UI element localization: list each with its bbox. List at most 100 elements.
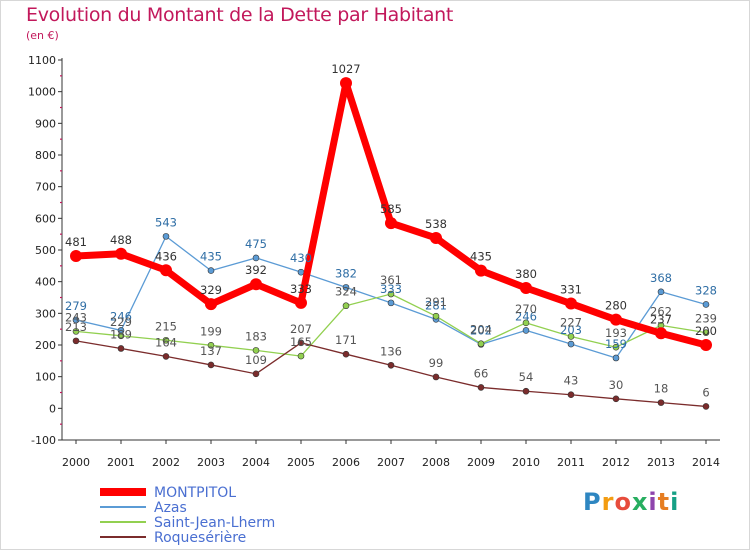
data-label: 488 bbox=[110, 233, 132, 247]
y-tick-label: 1000 bbox=[28, 86, 56, 99]
data-label: 136 bbox=[380, 344, 402, 358]
data-point bbox=[567, 391, 575, 399]
legend-label: Saint-Jean-Lherm bbox=[154, 515, 275, 531]
data-label: 382 bbox=[335, 266, 357, 280]
legend-label: MONTPITOL bbox=[154, 485, 236, 501]
data-point bbox=[70, 250, 82, 263]
data-point bbox=[702, 403, 710, 410]
data-label: 204 bbox=[470, 323, 492, 337]
data-point bbox=[72, 328, 80, 335]
data-label: 333 bbox=[290, 282, 312, 296]
logo-letter: r bbox=[601, 488, 615, 516]
data-label: 324 bbox=[335, 285, 357, 299]
data-label: 18 bbox=[654, 382, 669, 396]
data-label: 280 bbox=[605, 299, 627, 313]
data-point bbox=[252, 370, 260, 378]
x-tick-label: 2013 bbox=[647, 456, 675, 469]
y-tick-label: 400 bbox=[35, 276, 56, 289]
proxiti-logo: Proxiti bbox=[583, 488, 679, 516]
data-point bbox=[702, 329, 710, 336]
data-label: 281 bbox=[425, 298, 447, 312]
data-point bbox=[295, 296, 307, 309]
data-point bbox=[702, 301, 710, 308]
y-tick-label: 1100 bbox=[28, 54, 56, 67]
data-point bbox=[387, 299, 395, 307]
data-label: 333 bbox=[380, 282, 402, 296]
y-tick-label: 800 bbox=[35, 149, 56, 162]
data-point bbox=[342, 350, 350, 358]
data-point bbox=[342, 302, 350, 310]
data-label: 207 bbox=[290, 322, 312, 336]
data-label: 202 bbox=[470, 323, 492, 337]
data-label: 1027 bbox=[331, 62, 360, 76]
logo-letter: i bbox=[648, 488, 658, 516]
y-tick-label: 0 bbox=[49, 402, 56, 415]
y-tick-label: 600 bbox=[35, 212, 56, 225]
x-tick-label: 2009 bbox=[467, 456, 495, 469]
data-point bbox=[612, 343, 620, 351]
data-label: 392 bbox=[245, 263, 267, 277]
data-point bbox=[477, 340, 485, 348]
data-point bbox=[657, 288, 665, 296]
data-point bbox=[477, 384, 485, 391]
data-point bbox=[387, 290, 395, 298]
data-label: 430 bbox=[290, 251, 312, 265]
data-label: 368 bbox=[650, 271, 672, 285]
data-point bbox=[162, 336, 170, 344]
x-tick-label: 2006 bbox=[332, 456, 360, 469]
x-tick-label: 2007 bbox=[377, 456, 405, 469]
chart-title: Evolution du Montant de la Dette par Hab… bbox=[26, 4, 454, 26]
x-tick-label: 2004 bbox=[242, 456, 270, 469]
x-tick-label: 2003 bbox=[197, 456, 225, 469]
data-point bbox=[162, 233, 170, 240]
y-tick-label: 500 bbox=[35, 244, 56, 257]
data-label: 329 bbox=[200, 283, 222, 297]
logo-letter: P bbox=[583, 488, 602, 516]
logo-letter: t bbox=[657, 488, 671, 516]
y-tick-label: 300 bbox=[35, 307, 56, 320]
data-point bbox=[252, 254, 260, 262]
data-label: 543 bbox=[155, 215, 177, 229]
data-point bbox=[340, 77, 352, 90]
data-label: 239 bbox=[695, 312, 717, 326]
data-label: 328 bbox=[695, 283, 717, 297]
y-tick-label: 100 bbox=[35, 371, 56, 384]
data-point bbox=[297, 352, 305, 360]
data-label: 200 bbox=[695, 324, 717, 338]
data-point bbox=[432, 373, 440, 381]
data-point bbox=[297, 339, 305, 347]
data-point bbox=[567, 340, 575, 348]
data-point bbox=[250, 278, 262, 291]
data-label: 54 bbox=[519, 370, 534, 384]
data-label: 109 bbox=[245, 353, 267, 367]
data-point bbox=[522, 387, 530, 395]
data-label: 361 bbox=[380, 273, 402, 287]
data-point bbox=[160, 264, 172, 277]
data-point bbox=[565, 297, 577, 310]
logo-letter: i bbox=[670, 488, 680, 516]
chart-unit: (en €) bbox=[26, 29, 59, 42]
data-label: 30 bbox=[609, 378, 624, 392]
x-tick-label: 2011 bbox=[557, 456, 585, 469]
data-label: 262 bbox=[650, 304, 672, 318]
data-point bbox=[655, 327, 667, 340]
data-point bbox=[72, 316, 80, 324]
data-point bbox=[387, 361, 395, 369]
x-tick-label: 2005 bbox=[287, 456, 315, 469]
data-point bbox=[297, 268, 305, 276]
data-point bbox=[207, 361, 215, 369]
data-label: 380 bbox=[515, 267, 537, 281]
data-label: 99 bbox=[429, 356, 444, 370]
data-point bbox=[117, 332, 125, 340]
data-label: 203 bbox=[560, 323, 582, 337]
data-point bbox=[207, 267, 215, 274]
legend: MONTPITOLAzasSaint-Jean-LhermRoquesérièr… bbox=[100, 485, 275, 546]
data-point bbox=[610, 313, 622, 326]
y-tick-label: -100 bbox=[31, 434, 56, 447]
data-point bbox=[657, 399, 665, 406]
data-label: 246 bbox=[515, 309, 537, 323]
data-point bbox=[522, 319, 530, 327]
data-point bbox=[430, 231, 442, 244]
data-point bbox=[205, 298, 217, 311]
